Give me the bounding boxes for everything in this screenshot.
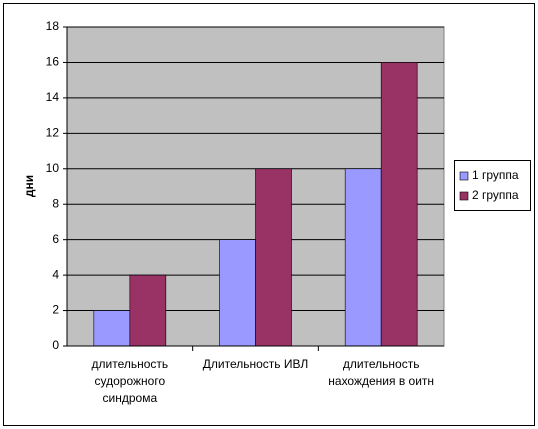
y-tick-label: 10 [46,161,60,175]
legend-box [454,160,531,211]
y-tick-label: 0 [52,338,59,352]
x-tick-label: длительность судорожного синдрома [91,357,169,405]
y-tick-label: 4 [52,267,59,281]
x-tick-label: длительность нахождения в оитн [328,357,435,388]
y-tick-label: 8 [52,196,59,210]
x-tick-label: Длительность ИВЛ [202,357,309,371]
legend-swatch [459,191,469,201]
legend-label: 2 группа [472,188,519,202]
bar [255,168,292,347]
y-tick-label: 16 [46,55,60,69]
bar [93,310,131,347]
y-tick-label: 18 [46,19,60,33]
bar [129,274,167,347]
y-tick-label: 12 [46,126,60,140]
bar [380,62,418,347]
y-tick-label: 6 [52,232,59,246]
legend-label: 1 группа [472,168,519,182]
bar [219,239,256,347]
y-tick-label: 14 [46,90,60,104]
bar [344,168,382,347]
y-tick-label: 2 [52,303,59,317]
y-axis-label: дни [22,175,36,197]
legend-swatch [459,171,469,181]
